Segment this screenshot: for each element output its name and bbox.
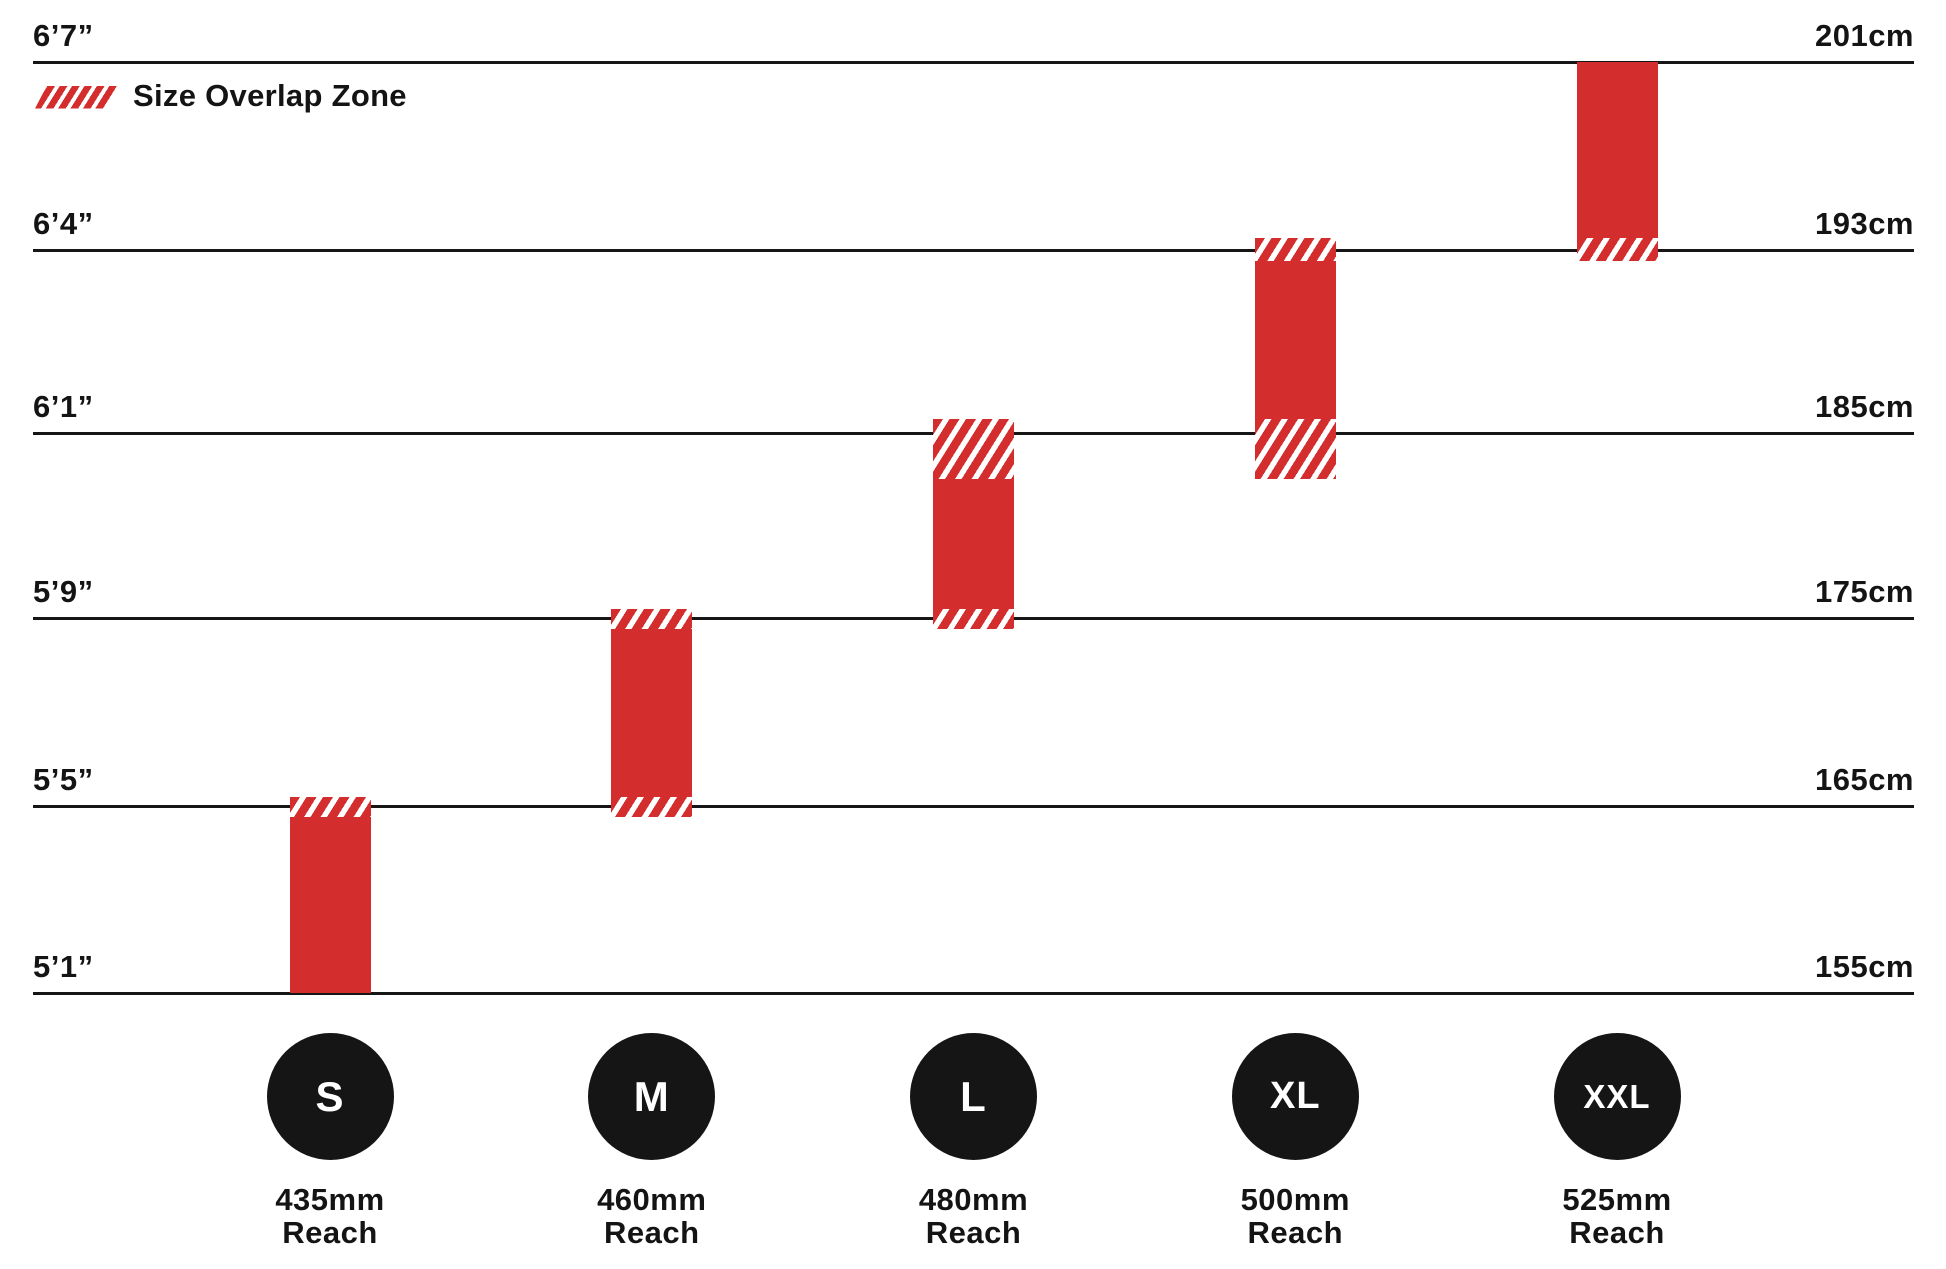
reach-label-m: 460mm Reach (532, 1183, 772, 1249)
height-label-ft-6-7: 6’7” (33, 18, 94, 53)
height-label-cm-201: 201cm (1814, 18, 1914, 53)
size-bar-m (611, 608, 693, 818)
reach-value-xxl: 525mm (1562, 1182, 1672, 1217)
height-label-ft-5-9: 5’9” (33, 574, 94, 609)
overlap-zone-l (933, 419, 1014, 480)
reach-value-s: 435mm (275, 1182, 385, 1217)
overlap-zone-m (611, 796, 693, 818)
size-bar-l (933, 419, 1014, 630)
grid-line-193cm (33, 248, 1914, 252)
overlap-zone-xl (1254, 419, 1336, 480)
height-label-cm-165: 165cm (1814, 762, 1914, 797)
reach-caption-s: Reach (282, 1215, 378, 1250)
legend-label: Size Overlap Zone (133, 78, 407, 113)
reach-value-l: 480mm (918, 1182, 1029, 1217)
height-label-ft-6-1: 6’1” (33, 389, 94, 424)
overlap-zone-xl (1254, 238, 1336, 262)
height-label-cm-193: 193cm (1814, 206, 1914, 241)
reach-label-xl: 500mm Reach (1175, 1183, 1415, 1249)
height-label-ft-5-5: 5’5” (33, 762, 94, 797)
grid-line-155cm (33, 991, 1914, 995)
size-circle-s: S (266, 1033, 394, 1160)
grid-line-165cm (33, 804, 1914, 808)
overlap-zone-s (289, 796, 371, 818)
overlap-hatch-swatch-icon (35, 86, 117, 109)
size-circle-l: L (910, 1033, 1037, 1160)
overlap-zone-l (933, 608, 1014, 630)
reach-caption-m: Reach (603, 1215, 700, 1250)
reach-caption-xl: Reach (1247, 1215, 1344, 1250)
reach-caption-l: Reach (925, 1215, 1022, 1250)
size-bar-s (289, 796, 371, 993)
reach-label-l: 480mm Reach (854, 1183, 1094, 1249)
overlap-zone-m (611, 608, 693, 630)
reach-value-m: 460mm (597, 1182, 707, 1217)
grid-line-201cm (33, 60, 1914, 64)
reach-label-xxl: 525mm Reach (1497, 1183, 1737, 1249)
height-label-ft-5-1: 5’1” (33, 949, 94, 984)
size-circle-xxl: XXL (1553, 1033, 1681, 1160)
height-label-cm-155: 155cm (1814, 949, 1914, 984)
height-label-cm-175: 175cm (1814, 574, 1914, 609)
size-circle-m: M (588, 1033, 716, 1160)
size-circle-xl: XL (1231, 1033, 1359, 1160)
size-bar-xxl (1576, 62, 1658, 262)
reach-value-xl: 500mm (1240, 1182, 1350, 1217)
size-bar-xl (1254, 238, 1336, 480)
overlap-zone-xxl (1576, 238, 1658, 262)
height-label-cm-185: 185cm (1814, 389, 1914, 424)
reach-label-s: 435mm Reach (210, 1183, 450, 1249)
reach-caption-xxl: Reach (1569, 1215, 1665, 1250)
height-label-ft-6-4: 6’4” (33, 206, 94, 241)
legend: Size Overlap Zone (35, 78, 407, 113)
